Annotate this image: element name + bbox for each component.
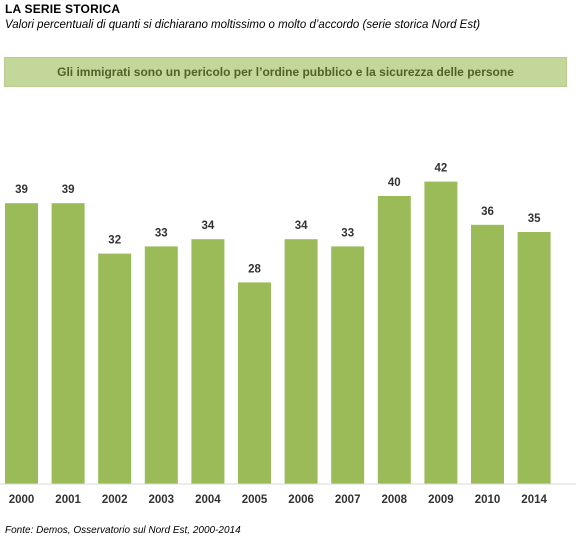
bar-2010 xyxy=(471,224,504,485)
bar-2004 xyxy=(191,239,225,484)
bar-2009 xyxy=(424,181,458,484)
value-label-2000: 39 xyxy=(15,184,28,196)
bar-2006 xyxy=(284,239,318,484)
value-label-2014: 35 xyxy=(528,213,541,225)
category-label-2002: 2002 xyxy=(102,494,128,506)
value-label-2008: 40 xyxy=(388,177,401,189)
category-label-2001: 2001 xyxy=(55,494,81,506)
bar-2007 xyxy=(331,246,365,484)
bar-2008 xyxy=(377,196,411,484)
category-label-2009: 2009 xyxy=(428,494,454,506)
value-label-2004: 34 xyxy=(202,220,215,232)
bars-group xyxy=(5,181,551,485)
question-banner-text: Gli immigrati sono un pericolo per l’ord… xyxy=(57,65,514,79)
category-label-2004: 2004 xyxy=(195,494,221,506)
category-labels-group: 2000 2001 2002 2003 2004 2005 2006 2007 2008 2009… xyxy=(9,494,548,506)
value-label-2009: 42 xyxy=(435,163,448,175)
bar-2000 xyxy=(5,203,38,484)
bar-2002 xyxy=(98,253,132,484)
bar-2003 xyxy=(144,246,178,484)
category-label-2008: 2008 xyxy=(382,494,408,506)
category-label-2007: 2007 xyxy=(335,494,361,506)
value-labels-group: 39 39 32 33 34 28 34 33 40 42 36 35 xyxy=(15,163,541,276)
value-label-2007: 33 xyxy=(341,227,354,239)
category-label-2000: 2000 xyxy=(9,494,35,506)
bar-2014 xyxy=(517,232,551,484)
value-label-2002: 32 xyxy=(108,235,121,247)
value-label-2010: 36 xyxy=(481,206,494,218)
bar-2005 xyxy=(238,282,271,484)
chart-subtitle: Valori percentuali di quanti si dichiara… xyxy=(5,19,481,31)
value-label-2005: 28 xyxy=(248,263,261,275)
value-label-2001: 39 xyxy=(62,184,75,196)
chart-heading: LA SERIE STORICA xyxy=(5,2,121,16)
category-label-2010: 2010 xyxy=(475,494,501,506)
category-label-2014: 2014 xyxy=(521,494,547,506)
value-label-2006: 34 xyxy=(295,220,308,232)
source-note: Fonte: Demos, Osservatorio sul Nord Est,… xyxy=(5,525,241,536)
category-label-2005: 2005 xyxy=(242,494,268,506)
category-label-2006: 2006 xyxy=(288,494,314,506)
bar-2001 xyxy=(51,203,85,484)
category-label-2003: 2003 xyxy=(149,494,175,506)
value-label-2003: 33 xyxy=(155,227,168,239)
question-banner: Gli immigrati sono un pericolo per l’ord… xyxy=(4,57,567,87)
